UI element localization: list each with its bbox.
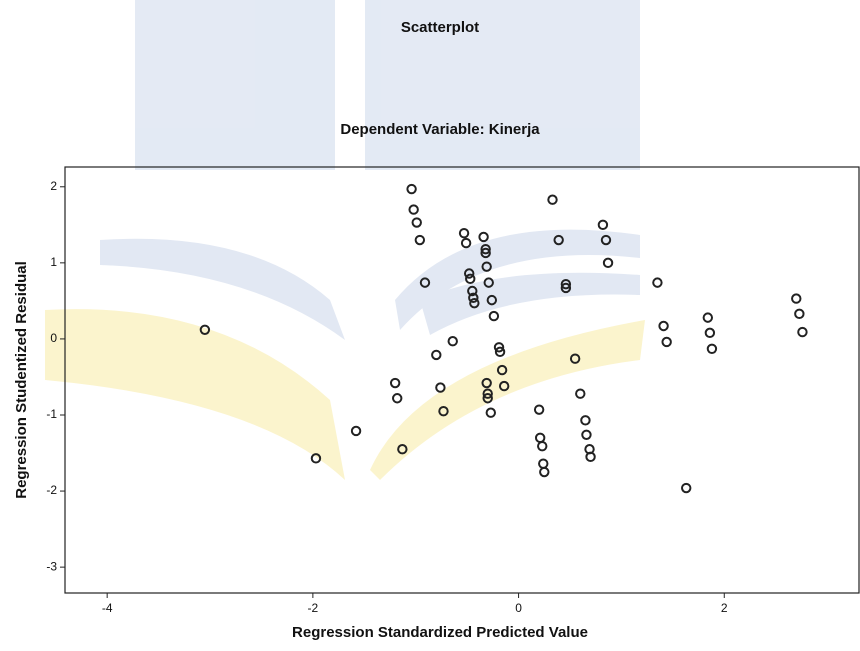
point: [599, 221, 607, 229]
point: [393, 394, 401, 402]
watermark-shape: [45, 309, 345, 480]
point: [538, 442, 546, 450]
point: [462, 239, 470, 247]
point: [536, 434, 544, 442]
point: [792, 294, 800, 302]
point: [798, 328, 806, 336]
point: [662, 338, 670, 346]
point: [407, 185, 415, 193]
watermark-block: [135, 0, 335, 170]
point: [416, 236, 424, 244]
point: [487, 409, 495, 417]
chart-subtitle: Dependent Variable: Kinerja: [340, 121, 540, 138]
x-tick-label: -4: [102, 601, 113, 615]
watermark-shape: [370, 320, 645, 480]
point: [581, 416, 589, 424]
point: [708, 345, 716, 353]
y-tick-label: 1: [50, 255, 57, 269]
point: [460, 229, 468, 237]
y-axis-label: Regression Studentized Residual: [13, 261, 30, 499]
point: [604, 259, 612, 267]
x-tick-label: 0: [515, 601, 522, 615]
point: [409, 205, 417, 213]
y-tick-label: -1: [46, 407, 57, 421]
point: [352, 427, 360, 435]
point: [391, 379, 399, 387]
x-tick-label: -2: [308, 601, 319, 615]
point: [704, 313, 712, 321]
x-axis-label: Regression Standardized Predicted Value: [292, 624, 588, 641]
point: [436, 383, 444, 391]
y-tick-label: 0: [50, 331, 57, 345]
point: [795, 310, 803, 318]
point: [539, 459, 547, 467]
point: [449, 337, 457, 345]
point: [432, 351, 440, 359]
chart: Scatterplot Dependent Variable: Kinerja …: [0, 0, 860, 651]
point: [576, 389, 584, 397]
point: [413, 218, 421, 226]
x-tick-label: 2: [721, 601, 728, 615]
point: [659, 322, 667, 330]
point: [548, 196, 556, 204]
point: [682, 484, 690, 492]
point: [535, 405, 543, 413]
point: [706, 329, 714, 337]
point: [490, 312, 498, 320]
y-tick-label: 2: [50, 179, 57, 193]
y-tick-label: -3: [46, 559, 57, 573]
point: [479, 233, 487, 241]
point: [653, 278, 661, 286]
point: [582, 431, 590, 439]
point: [540, 468, 548, 476]
chart-title: Scatterplot: [401, 19, 479, 36]
y-tick-label: -2: [46, 483, 57, 497]
